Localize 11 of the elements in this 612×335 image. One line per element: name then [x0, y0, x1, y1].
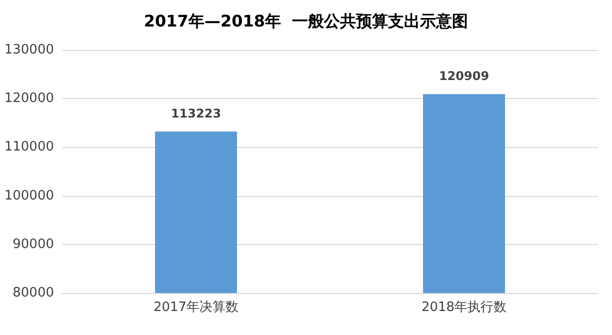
y-tick-label: 90000: [12, 236, 54, 252]
y-tick-label: 80000: [12, 286, 54, 300]
x-tick-label: 2018年执行数: [421, 300, 507, 315]
y-tick-label: 120000: [4, 91, 54, 106]
data-label: 120909: [438, 69, 490, 84]
chart-title: 2017年—2018年 一般公共预算支出示意图: [144, 12, 468, 30]
data-label: 113223: [170, 106, 222, 121]
y-tick-label: 110000: [4, 140, 54, 155]
x-tick-label: 2017年决算数: [153, 300, 239, 315]
y-tick-label: 130000: [4, 42, 54, 58]
y-tick-label: 100000: [4, 188, 54, 204]
